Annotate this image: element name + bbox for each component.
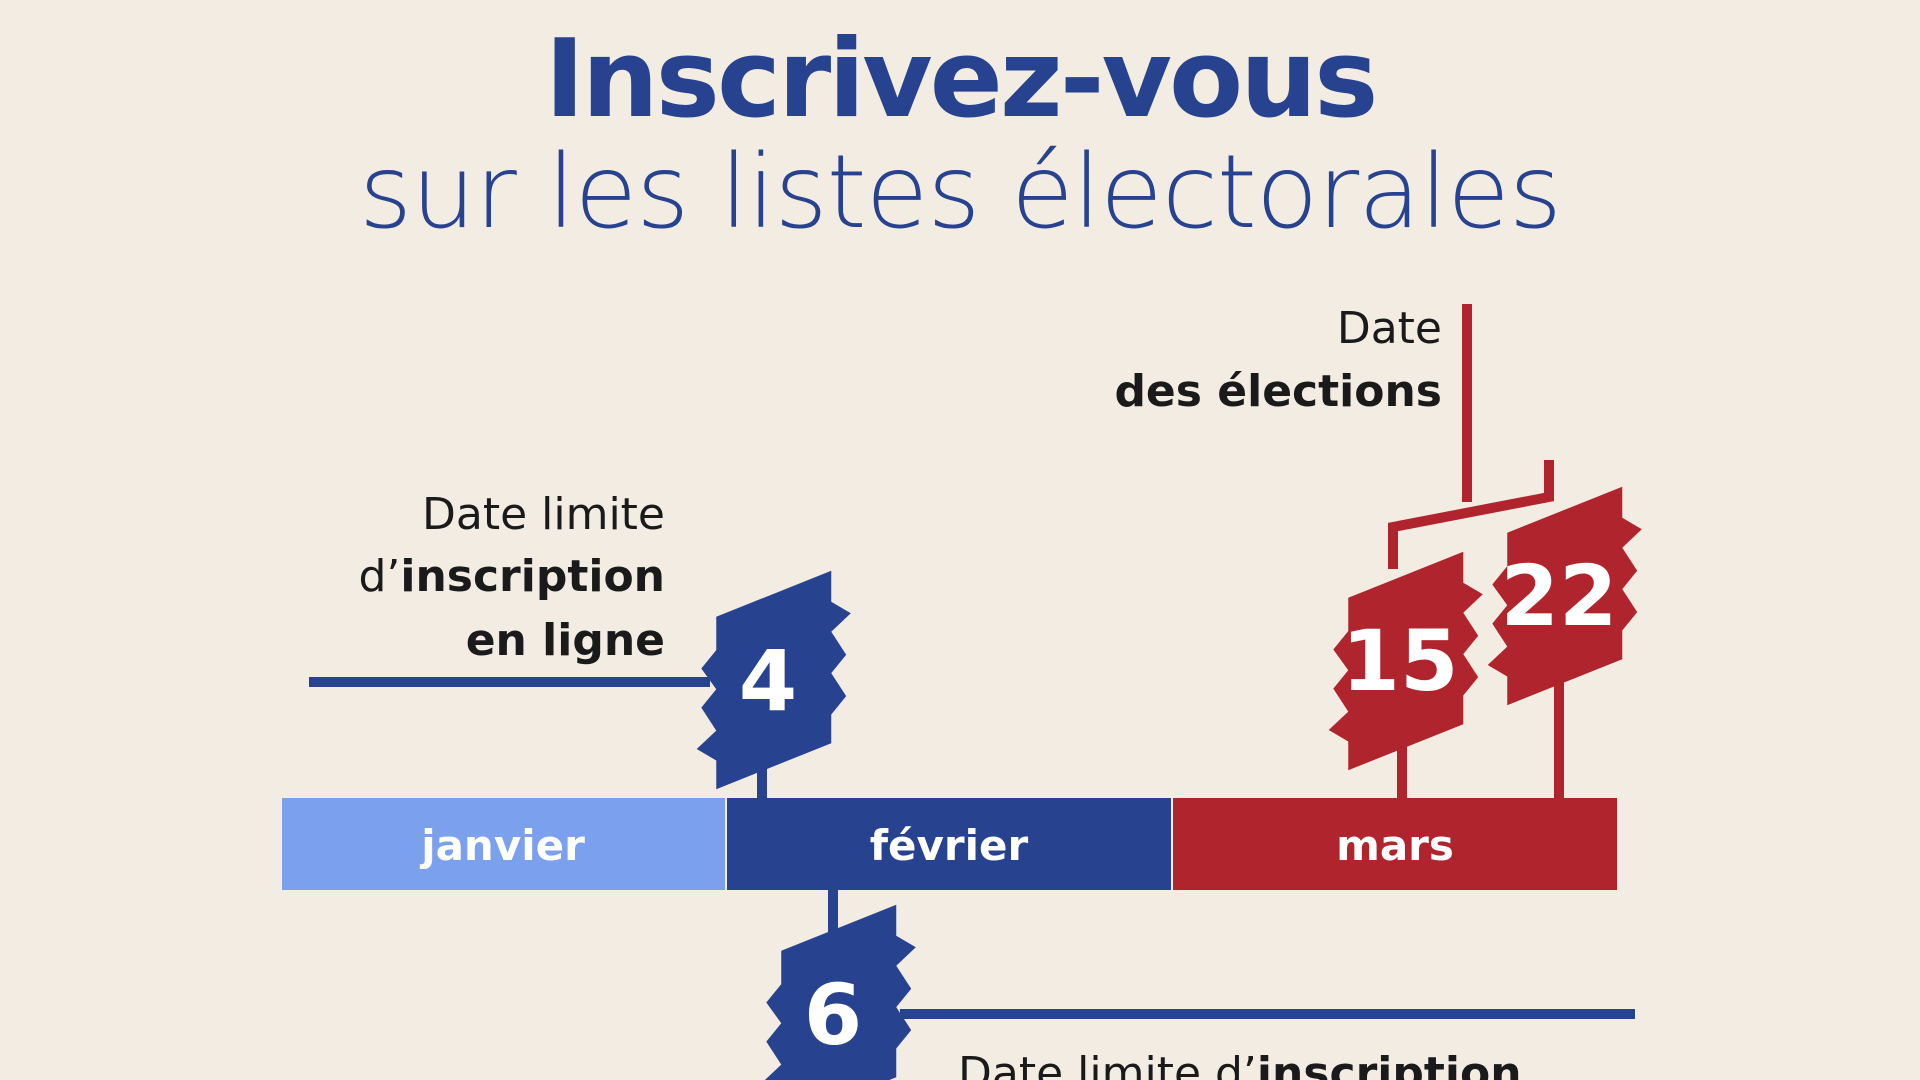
annotation-part: inscription xyxy=(400,551,665,602)
month-block xyxy=(727,798,1171,890)
annotation-part: Date limite d’ xyxy=(958,1048,1257,1080)
annotation: d’inscription xyxy=(358,551,665,602)
month-block xyxy=(282,798,725,890)
bracket xyxy=(1388,460,1554,569)
month-label: mars xyxy=(1336,821,1454,870)
annotation: en ligne xyxy=(466,615,665,666)
month-label: janvier xyxy=(419,821,585,870)
annotation-part: inscription xyxy=(1257,1048,1522,1080)
badge-day: 22 xyxy=(1501,547,1618,645)
badge-day: 15 xyxy=(1342,612,1459,710)
title-line1: Inscrivez-vous xyxy=(545,17,1376,142)
annotation: des élections xyxy=(1114,366,1442,417)
annotation: Date xyxy=(1337,303,1442,354)
annotation: Date limite d’inscription xyxy=(958,1048,1522,1080)
month-block xyxy=(1173,798,1617,890)
month-label: février xyxy=(870,821,1029,870)
annotation: Date limite xyxy=(422,489,665,540)
title-line2: sur les listes électorales xyxy=(359,133,1561,252)
badge-day: 4 xyxy=(739,632,797,730)
annotation-part: d’ xyxy=(358,551,400,602)
badge-day: 6 xyxy=(804,966,862,1064)
